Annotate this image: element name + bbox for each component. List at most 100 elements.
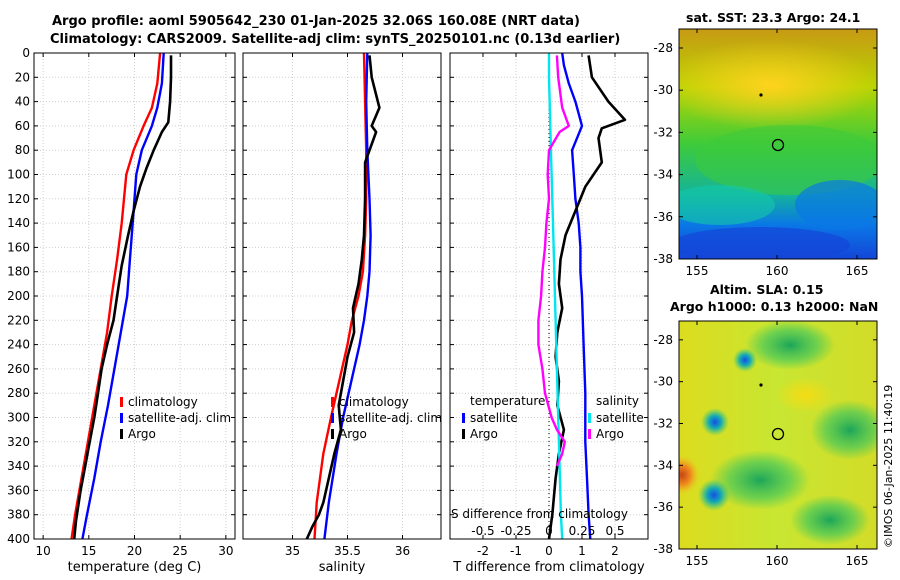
y-tick-label: 160 <box>7 240 30 254</box>
legend-label-temp-argo: Argo <box>470 427 498 441</box>
x-tick-label: 2 <box>611 544 619 558</box>
x-tick-label: 1 <box>578 544 586 558</box>
x-axis-label: temperature (deg C) <box>68 560 202 575</box>
s-diff-axis-label: S difference from climatology <box>451 507 628 521</box>
series-line-climatology <box>70 53 162 539</box>
series-line-argo <box>305 55 381 539</box>
map-x-tick-label: 165 <box>846 264 869 278</box>
y-tick-label: 60 <box>15 119 30 133</box>
x-tick-label: 30 <box>218 544 233 558</box>
x-tick-label: 15 <box>81 544 96 558</box>
y-tick-label: 340 <box>7 459 30 473</box>
difference-profile-plot: -2 -1 0 1 2 T difference from climatology <box>449 52 649 575</box>
sla-green-blob <box>810 400 877 460</box>
temperature-profile-plot: 0 20 40 60 80 100 120 140 160 180 200 220 240 260 280 3… <box>7 46 236 575</box>
sla-blue-blob <box>733 348 757 372</box>
sst-map-frame <box>678 28 878 260</box>
map-y-tick-label: -28 <box>653 333 673 347</box>
legend-title-temperature: temperature <box>470 394 545 408</box>
series-line-salinity-argo <box>537 55 570 467</box>
sla-map-title-line1: Altim. SLA: 0.15 <box>710 282 824 297</box>
x-axis-label: salinity <box>319 560 366 575</box>
x-tick-label: -1 <box>510 544 522 558</box>
y-tick-label: 240 <box>7 338 30 352</box>
map-x-tick-label: 155 <box>686 554 709 568</box>
series-line-climatology <box>313 53 368 539</box>
series-line-temperature-argo <box>547 55 627 539</box>
salinity-legend: climatology satellite-adj. clim Argo <box>331 395 442 441</box>
series-line-satellite-adj-clim <box>81 53 165 539</box>
sla-map-ticks: 155 160 165 -28 -30 -32 -34 -36 -38 <box>653 321 877 568</box>
sla-orange-blob <box>679 455 700 495</box>
x-tick-label: 20 <box>127 544 142 558</box>
map-y-tick-label: -36 <box>653 500 673 514</box>
plot-frame <box>33 52 236 540</box>
map-y-tick-label: -32 <box>653 125 673 139</box>
temperature-legend: climatology satellite-adj. clim Argo <box>120 395 231 441</box>
legend-label-argo: Argo <box>339 427 367 441</box>
sla-blue-blob <box>701 408 729 436</box>
figure-title-line2: Climatology: CARS2009. Satellite-adj cli… <box>50 32 621 47</box>
sst-warm-patch <box>679 40 877 130</box>
y-tick-label: 360 <box>7 483 30 497</box>
legend-swatch-sal-argo <box>588 429 591 439</box>
y-tick-label: 80 <box>15 143 30 157</box>
series-line-argo <box>72 55 173 539</box>
y-tick-label: 40 <box>15 95 30 109</box>
x-tick-label: 35.5 <box>334 544 361 558</box>
legend-swatch-climatology <box>331 397 334 407</box>
series-line-salinity-satellite <box>547 53 564 539</box>
y-tick-label: 0 <box>22 46 30 60</box>
y-tick-label: 120 <box>7 192 30 206</box>
plot-frame <box>449 52 649 540</box>
legend-swatch-satellite <box>331 413 334 423</box>
y-tick-label: 220 <box>7 313 30 327</box>
map-x-tick-label: 165 <box>846 554 869 568</box>
sla-green-blob <box>790 495 870 545</box>
difference-legend: temperature satellite Argo salinity sate… <box>462 394 644 441</box>
series-group <box>537 53 627 539</box>
legend-label-sal-satellite: satellite <box>596 411 644 425</box>
x-tick-label: 25 <box>173 544 188 558</box>
s-diff-tick-label: 0.25 <box>569 524 596 538</box>
x-tick-label: 0 <box>545 544 553 558</box>
y-tick-label: 320 <box>7 435 30 449</box>
legend-swatch-temp-satellite <box>462 413 465 423</box>
sla-green-blob <box>745 321 835 370</box>
s-diff-tick-labels: -0.5 -0.25 0 0.25 0.5 <box>471 524 624 538</box>
sla-blue-blob <box>698 479 730 511</box>
y-tick-label: 300 <box>7 411 30 425</box>
s-diff-tick-label: 0 <box>545 524 553 538</box>
legend-label-argo: Argo <box>128 427 156 441</box>
y-tick-label: 260 <box>7 362 30 376</box>
series-group <box>70 53 173 539</box>
legend-label-climatology: climatology <box>128 395 198 409</box>
map-x-tick-label: 155 <box>686 264 709 278</box>
series-line-temperature-satellite <box>561 53 592 539</box>
sst-map: 155 160 165 -28 -30 -32 -34 -36 -38 <box>653 28 878 278</box>
map-y-tick-label: -28 <box>653 41 673 55</box>
series-group <box>305 53 381 539</box>
plot-frame <box>242 52 442 540</box>
legend-swatch-satellite <box>120 413 123 423</box>
x-tick-label: 10 <box>35 544 50 558</box>
legend-label-satellite: satellite-adj. clim <box>128 411 231 425</box>
legend-label-sal-argo: Argo <box>596 427 624 441</box>
x-axis-label: T difference from climatology <box>452 560 645 575</box>
sst-blue-patch <box>795 180 877 230</box>
map-y-tick-label: -30 <box>653 375 673 389</box>
sst-map-title: sat. SST: 23.3 Argo: 24.1 <box>686 10 861 25</box>
y-tick-label: 20 <box>15 70 30 84</box>
x-tick-label: 36 <box>395 544 410 558</box>
x-tick-label: -2 <box>477 544 489 558</box>
argo-float-marker <box>771 427 785 441</box>
legend-swatch-temp-argo <box>462 429 465 439</box>
y-tick-label: 400 <box>7 532 30 546</box>
y-tick-label: 280 <box>7 386 30 400</box>
salinity-profile-plot: 35 35.5 36 salinity <box>242 52 442 575</box>
sla-map-frame <box>678 320 878 550</box>
map-y-tick-label: -38 <box>653 252 673 266</box>
sla-yellow-blob <box>775 377 835 413</box>
sst-green-patch <box>695 125 877 195</box>
